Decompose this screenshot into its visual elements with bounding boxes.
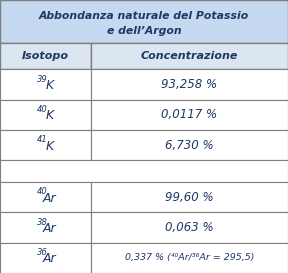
Text: Ar: Ar [43, 192, 56, 205]
Text: Ar: Ar [43, 252, 56, 265]
Bar [91, 69, 288, 100]
Text: 0,063 %: 0,063 % [165, 221, 214, 234]
Bar [91, 212, 288, 243]
Bar [0, 69, 91, 100]
Text: 40: 40 [37, 105, 48, 114]
Bar [91, 182, 288, 212]
Bar [0, 243, 91, 273]
Bar [91, 43, 288, 69]
Text: Ar: Ar [43, 222, 56, 235]
Text: Isotopo: Isotopo [22, 51, 69, 61]
Bar [0, 100, 91, 130]
Text: 0,0117 %: 0,0117 % [161, 108, 217, 121]
Bar [91, 100, 288, 130]
Text: 41: 41 [37, 135, 48, 144]
Text: 40: 40 [37, 187, 48, 196]
Text: K: K [45, 109, 54, 122]
Text: 6,730 %: 6,730 % [165, 139, 214, 152]
Bar [0, 43, 91, 69]
Text: Abbondanza naturale del Potassio: Abbondanza naturale del Potassio [39, 11, 249, 22]
Text: 39: 39 [37, 75, 48, 84]
Bar [0, 182, 91, 212]
Text: 0,337 % (⁴⁰Ar/³⁶Ar = 295,5): 0,337 % (⁴⁰Ar/³⁶Ar = 295,5) [125, 253, 254, 262]
Bar [0, 212, 91, 243]
Text: 36: 36 [37, 248, 48, 257]
Bar [91, 243, 288, 273]
Text: 93,258 %: 93,258 % [161, 78, 217, 91]
Bar [0, 0, 288, 43]
Bar [0, 130, 91, 160]
Text: 99,60 %: 99,60 % [165, 191, 214, 204]
Text: K: K [45, 79, 54, 92]
Text: Concentrazione: Concentrazione [141, 51, 238, 61]
Text: K: K [45, 140, 54, 153]
Text: e dell’Argon: e dell’Argon [107, 26, 181, 36]
Bar [91, 130, 288, 160]
Bar [0, 160, 288, 182]
Text: 38: 38 [37, 218, 48, 227]
